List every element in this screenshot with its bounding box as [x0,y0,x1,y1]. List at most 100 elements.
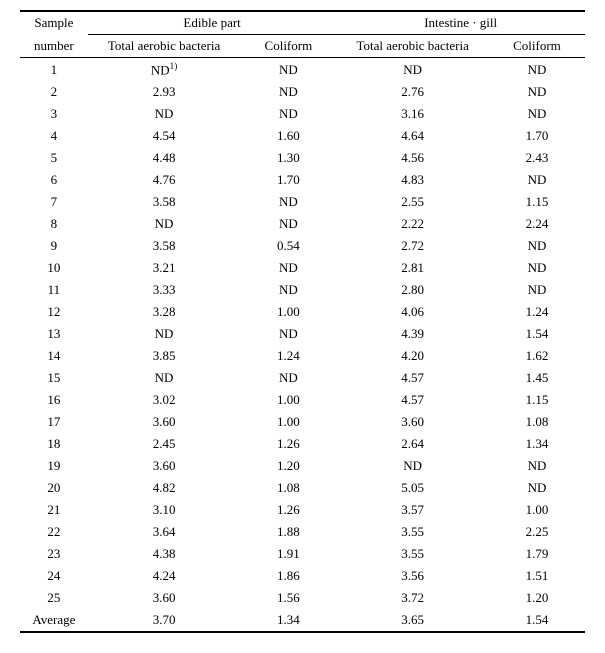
cell-sample-number: 13 [20,323,88,345]
cell-sample-number: 22 [20,521,88,543]
cell-ig-total: 3.65 [336,609,489,632]
cell-ig-coliform: 1.15 [489,191,585,213]
cell-edible-coliform: 1.20 [240,455,336,477]
cell-ig-coliform: 2.43 [489,147,585,169]
table-row: 8NDND2.222.24 [20,213,585,235]
cell-edible-coliform: ND [240,279,336,301]
cell-edible-total: 2.93 [88,81,241,103]
cell-ig-coliform: 1.79 [489,543,585,565]
table-row-average: Average3.701.343.651.54 [20,609,585,632]
cell-ig-total: ND [336,455,489,477]
table-row: 13NDND4.391.54 [20,323,585,345]
cell-edible-coliform: 1.34 [240,609,336,632]
cell-edible-coliform: ND [240,257,336,279]
table-row: 213.101.263.571.00 [20,499,585,521]
cell-ig-coliform: 1.15 [489,389,585,411]
cell-ig-total: 3.55 [336,521,489,543]
table-row: 15NDND4.571.45 [20,367,585,389]
cell-edible-coliform: ND [240,323,336,345]
cell-ig-coliform: 1.54 [489,323,585,345]
header-edible-coliform: Coliform [240,35,336,58]
cell-ig-coliform: ND [489,257,585,279]
cell-edible-total: 4.54 [88,125,241,147]
cell-ig-total: 4.20 [336,345,489,367]
table-row: 244.241.863.561.51 [20,565,585,587]
cell-ig-coliform: 1.20 [489,587,585,609]
cell-edible-total: ND [88,103,241,125]
cell-ig-coliform: 1.34 [489,433,585,455]
cell-edible-coliform: ND [240,103,336,125]
header-ig-coliform: Coliform [489,35,585,58]
cell-edible-coliform: 1.70 [240,169,336,191]
cell-edible-coliform: 1.00 [240,389,336,411]
cell-edible-total: 3.85 [88,345,241,367]
cell-ig-coliform: ND [489,103,585,125]
cell-ig-coliform: 1.51 [489,565,585,587]
cell-ig-total: 4.57 [336,367,489,389]
cell-edible-total: 3.64 [88,521,241,543]
cell-ig-total: 2.80 [336,279,489,301]
cell-ig-total: 4.83 [336,169,489,191]
cell-edible-coliform: 1.88 [240,521,336,543]
table-row: 193.601.20NDND [20,455,585,477]
cell-ig-coliform: 1.62 [489,345,585,367]
cell-sample-number: 21 [20,499,88,521]
table-row: 143.851.244.201.62 [20,345,585,367]
cell-ig-coliform: 2.24 [489,213,585,235]
cell-edible-coliform: 1.30 [240,147,336,169]
cell-ig-total: 4.64 [336,125,489,147]
cell-edible-total: 4.82 [88,477,241,499]
cell-ig-coliform: 1.08 [489,411,585,433]
cell-edible-coliform: ND [240,367,336,389]
table-row: 73.58ND2.551.15 [20,191,585,213]
cell-ig-coliform: 2.25 [489,521,585,543]
header-sample-line2: number [20,35,88,58]
cell-edible-coliform: 0.54 [240,235,336,257]
cell-edible-total: 3.21 [88,257,241,279]
cell-edible-coliform: ND [240,191,336,213]
table-row: 223.641.883.552.25 [20,521,585,543]
cell-ig-coliform: ND [489,235,585,257]
cell-ig-coliform: ND [489,169,585,191]
cell-ig-coliform: ND [489,58,585,82]
cell-ig-total: ND [336,58,489,82]
cell-sample-number: 25 [20,587,88,609]
cell-ig-total: 2.72 [336,235,489,257]
cell-ig-total: 4.06 [336,301,489,323]
cell-edible-total: 4.76 [88,169,241,191]
table-row: 64.761.704.83ND [20,169,585,191]
cell-sample-number: 5 [20,147,88,169]
cell-ig-total: 5.05 [336,477,489,499]
cell-ig-total: 4.39 [336,323,489,345]
cell-edible-total: 3.33 [88,279,241,301]
cell-edible-total: 3.02 [88,389,241,411]
table-row: 103.21ND2.81ND [20,257,585,279]
cell-sample-number: 11 [20,279,88,301]
cell-ig-coliform: ND [489,455,585,477]
cell-edible-total: 3.70 [88,609,241,632]
cell-sample-number: 15 [20,367,88,389]
table-row: 253.601.563.721.20 [20,587,585,609]
cell-edible-coliform: 1.08 [240,477,336,499]
header-ig-total: Total aerobic bacteria [336,35,489,58]
cell-edible-total: 3.58 [88,235,241,257]
header-sample-line1: Sample [20,11,88,35]
table-row: 173.601.003.601.08 [20,411,585,433]
cell-ig-coliform: ND [489,279,585,301]
cell-edible-total: 4.48 [88,147,241,169]
cell-ig-total: 3.56 [336,565,489,587]
header-group-edible: Edible part [88,11,337,35]
cell-ig-total: 3.55 [336,543,489,565]
cell-ig-coliform: 1.54 [489,609,585,632]
table-row: 54.481.304.562.43 [20,147,585,169]
cell-edible-total: 3.60 [88,455,241,477]
cell-sample-number: 12 [20,301,88,323]
cell-edible-coliform: ND [240,58,336,82]
cell-edible-coliform: 1.86 [240,565,336,587]
cell-sample-number: 17 [20,411,88,433]
table-row: 204.821.085.05ND [20,477,585,499]
table-row: 123.281.004.061.24 [20,301,585,323]
cell-sample-number: 1 [20,58,88,82]
cell-ig-total: 3.57 [336,499,489,521]
cell-sample-number: 4 [20,125,88,147]
